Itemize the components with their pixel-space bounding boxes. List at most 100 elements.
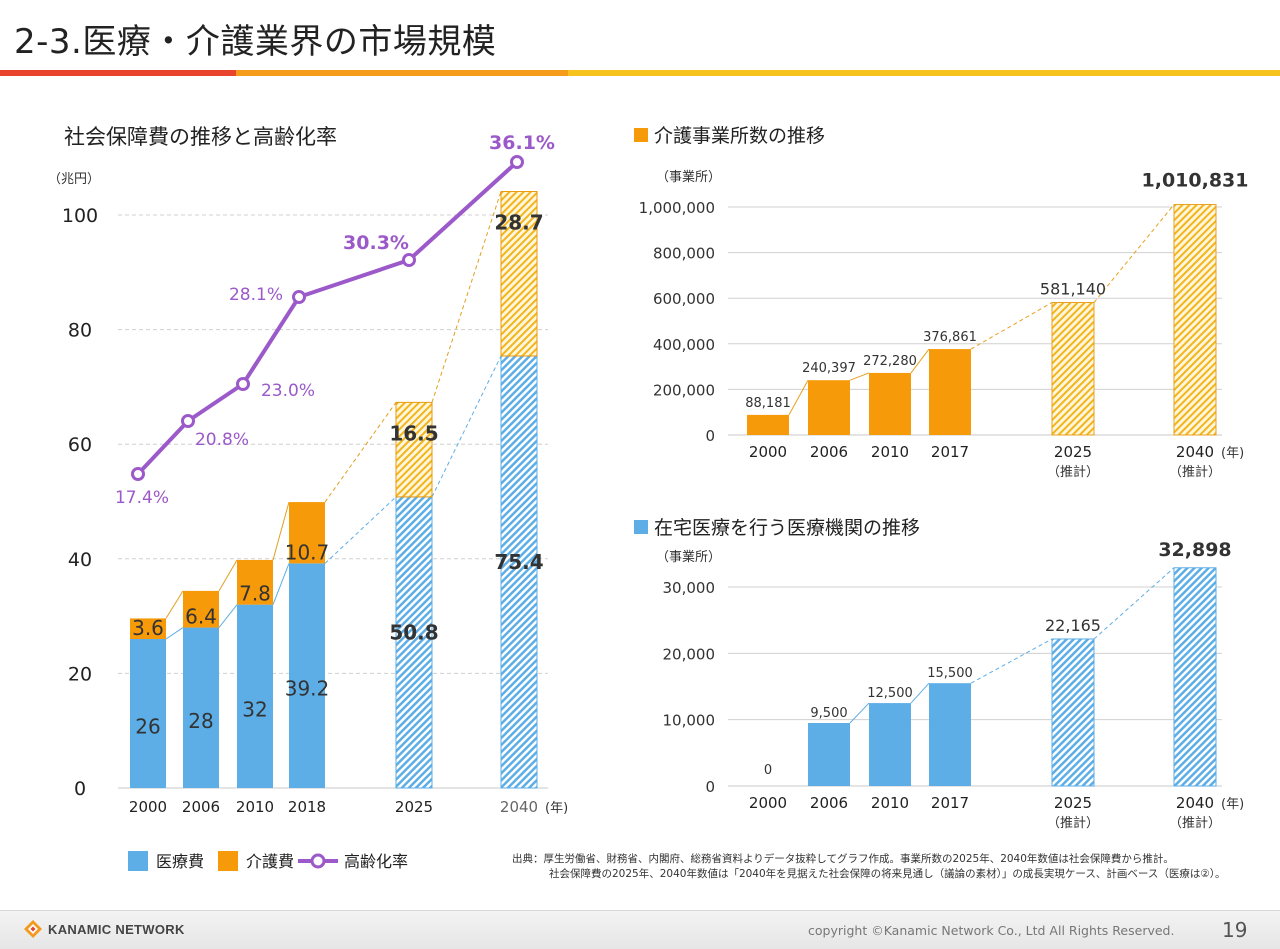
y-tick-label: 30,000 bbox=[663, 579, 716, 597]
aging-rate-label: 20.8% bbox=[195, 430, 249, 450]
x-axis-unit: (年) bbox=[1221, 797, 1244, 812]
medical-connector bbox=[218, 604, 238, 628]
bar-value-label: 12,500 bbox=[867, 686, 913, 701]
value-bar bbox=[1051, 302, 1095, 436]
medical-value-label: 32 bbox=[242, 697, 267, 721]
x-tick-label: 2025 bbox=[1054, 443, 1092, 461]
care-connector bbox=[324, 402, 397, 503]
chart-title-marker bbox=[634, 520, 648, 534]
title-rule-yellow bbox=[568, 70, 1280, 76]
care-value-label: 7.8 bbox=[239, 582, 271, 606]
source-line-1: 出典：厚生労働省、財務省、内閣府、総務省資料よりデータ抜粋してグラフ作成。事業所… bbox=[512, 853, 1174, 865]
title-rule bbox=[0, 70, 1280, 76]
x-tick-label: 2025 bbox=[395, 798, 433, 816]
legend-label-medical: 医療費 bbox=[156, 852, 204, 871]
medical-value-label: 75.4 bbox=[494, 550, 543, 574]
y-tick-label: 40 bbox=[68, 549, 92, 571]
y-tick-label: 1,000,000 bbox=[639, 199, 715, 217]
y-axis-unit: （事業所） bbox=[656, 169, 721, 185]
y-axis-unit: （事業所） bbox=[656, 549, 721, 565]
y-tick-label: 100 bbox=[62, 205, 98, 227]
medical-connector bbox=[165, 627, 184, 640]
home-medical-chart: 在宅医療を行う医療機関の推移 （事業所） 0 10,000 20,000 30,000 0 2… bbox=[634, 517, 1244, 831]
bar-value-label: 1,010,831 bbox=[1142, 170, 1249, 192]
care-connector bbox=[431, 191, 502, 403]
aging-rate-point bbox=[292, 290, 306, 304]
care-bar bbox=[395, 401, 433, 498]
y-tick-label: 10,000 bbox=[663, 712, 716, 730]
chart-title: 在宅医療を行う医療機関の推移 bbox=[654, 517, 920, 539]
x-tick-label: 2010 bbox=[236, 798, 274, 816]
aging-rate-point bbox=[181, 414, 195, 428]
aging-rate-point bbox=[402, 253, 416, 267]
value-bar bbox=[869, 703, 911, 786]
bar-value-label: 9,500 bbox=[810, 706, 847, 721]
care-connector bbox=[218, 559, 238, 592]
y-tick-label: 800,000 bbox=[653, 245, 715, 263]
care-offices-chart: 介護事業所数の推移 （事業所） 0 200,000 400,000 600,000 800,… bbox=[634, 125, 1248, 480]
bar-connector bbox=[970, 302, 1053, 350]
x-tick-label: 2000 bbox=[749, 794, 787, 812]
x-axis-unit: (年) bbox=[1221, 446, 1244, 461]
x-tick-label: 2006 bbox=[810, 794, 848, 812]
medical-bar bbox=[289, 563, 325, 788]
value-bar bbox=[808, 380, 850, 435]
footer: KANAMIC NETWORK copyright ©Kanamic Netwo… bbox=[0, 910, 1280, 949]
x-tick-label: 2040 bbox=[1176, 443, 1214, 461]
care-value-label: 6.4 bbox=[185, 605, 217, 629]
care-value-label: 16.5 bbox=[389, 421, 438, 445]
medical-value-label: 39.2 bbox=[285, 677, 330, 701]
value-bar bbox=[808, 722, 850, 786]
legend-marker-rate bbox=[310, 853, 326, 869]
x-tick-label: 2010 bbox=[871, 443, 909, 461]
value-bar bbox=[929, 683, 971, 786]
medical-bar bbox=[237, 604, 273, 788]
medical-bar bbox=[183, 627, 219, 788]
chart-title-marker bbox=[634, 128, 648, 142]
x-tick-note: （推計） bbox=[1169, 815, 1221, 831]
legend-swatch-care bbox=[218, 851, 238, 871]
value-bar bbox=[869, 372, 911, 435]
legend-label-care: 介護費 bbox=[246, 852, 294, 871]
value-bar bbox=[747, 414, 789, 435]
bar-value-label: 88,181 bbox=[745, 396, 791, 411]
bar-connector bbox=[849, 372, 870, 381]
y-tick-label: 200,000 bbox=[653, 381, 715, 399]
x-tick-label: 2018 bbox=[288, 798, 326, 816]
page-number: 19 bbox=[1222, 918, 1248, 942]
x-tick-note: （推計） bbox=[1047, 464, 1099, 480]
y-tick-label: 0 bbox=[705, 778, 715, 796]
social-security-chart: 社会保障費の推移と高齢化率（兆円）020406080100263.6200028… bbox=[48, 125, 568, 871]
logo-text: KANAMIC NETWORK bbox=[48, 921, 185, 937]
bar-connector bbox=[910, 348, 930, 374]
bar-value-label: 272,280 bbox=[863, 354, 917, 369]
bar-connector bbox=[788, 379, 809, 416]
x-tick-label: 2000 bbox=[749, 443, 787, 461]
bar-value-label: 240,397 bbox=[802, 361, 856, 376]
care-value-label: 3.6 bbox=[132, 616, 164, 640]
aging-rate-label: 30.3% bbox=[343, 232, 409, 254]
care-bar bbox=[183, 590, 219, 628]
y-tick-label: 60 bbox=[68, 434, 92, 456]
aging-rate-point bbox=[131, 467, 145, 481]
medical-value-label: 26 bbox=[135, 715, 160, 739]
title-rule-red bbox=[0, 70, 236, 76]
x-tick-label: 2010 bbox=[871, 794, 909, 812]
x-tick-label: 2017 bbox=[931, 794, 969, 812]
chart-title: 介護事業所数の推移 bbox=[654, 125, 825, 147]
x-tick-label: 2040 bbox=[1176, 794, 1214, 812]
x-tick-note: （推計） bbox=[1047, 815, 1099, 831]
source-note: 出典：厚生労働省、財務省、内閣府、総務省資料よりデータ抜粋してグラフ作成。事業所… bbox=[512, 852, 1272, 882]
care-value-label: 10.7 bbox=[285, 540, 330, 564]
care-value-label: 28.7 bbox=[494, 211, 543, 235]
y-tick-label: 0 bbox=[705, 427, 715, 445]
care-connector bbox=[165, 590, 184, 619]
bar-value-label: 581,140 bbox=[1040, 280, 1106, 299]
x-tick-label: 2006 bbox=[810, 443, 848, 461]
care-bar bbox=[500, 191, 538, 357]
bar-connector bbox=[1093, 204, 1175, 303]
bar-connector bbox=[1093, 567, 1175, 640]
aging-rate-point bbox=[510, 155, 524, 169]
bar-value-label: 0 bbox=[764, 763, 772, 778]
y-tick-label: 20 bbox=[68, 663, 92, 685]
